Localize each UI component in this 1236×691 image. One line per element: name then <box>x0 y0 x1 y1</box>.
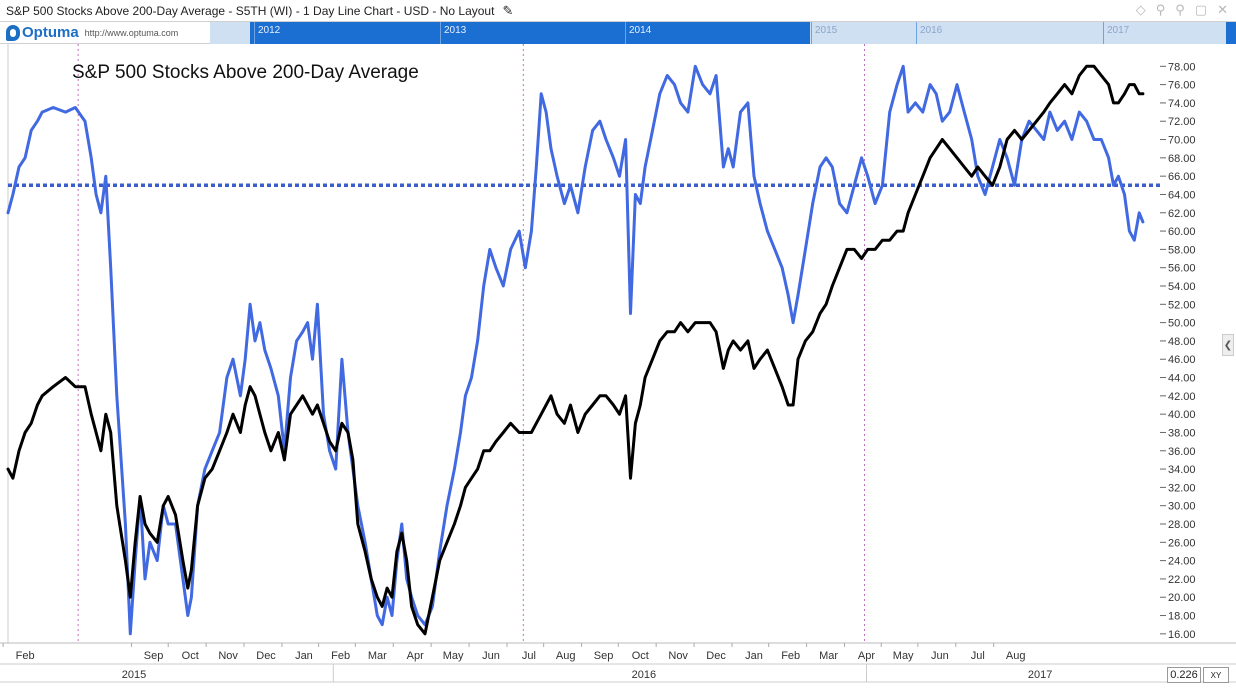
y-tick-label: 76.00 <box>1168 80 1196 92</box>
brand: Optuma http://www.optuma.com <box>0 22 210 44</box>
y-tick-label: 42.00 <box>1168 391 1196 403</box>
y-tick-label: 56.00 <box>1168 263 1196 275</box>
x-year-label: 2017 <box>1028 669 1052 681</box>
x-tick-label: Feb <box>331 650 350 662</box>
line-chart[interactable]: 16.00 18.00 20.00 22.00 24.00 26.00 28.00 30.00… <box>0 44 1236 691</box>
y-tick-label: 60.00 <box>1168 226 1196 238</box>
x-tick-label: Aug <box>556 650 576 662</box>
navigator-tick <box>254 22 255 44</box>
y-tick-label: 48.00 <box>1168 336 1196 348</box>
x-tick-label: Feb <box>781 650 800 662</box>
navigator-year: 2017 <box>1107 25 1130 36</box>
y-tick-label: 46.00 <box>1168 354 1196 366</box>
y-tick-label: 72.00 <box>1168 116 1196 128</box>
window-title: S&P 500 Stocks Above 200-Day Average - S… <box>6 3 495 18</box>
y-tick-label: 50.00 <box>1168 318 1196 330</box>
y-tick-label: 26.00 <box>1168 537 1196 549</box>
x-tick-label: Aug <box>1006 650 1026 662</box>
y-tick-label: 52.00 <box>1168 299 1196 311</box>
navigator-strip: Optuma http://www.optuma.com 2012 2013 2… <box>0 22 1236 44</box>
y-tick-label: 66.00 <box>1168 171 1196 183</box>
x-tick-label: Jan <box>295 650 313 662</box>
y-tick-label: 70.00 <box>1168 135 1196 147</box>
navigator-history-shade <box>210 22 250 44</box>
x-tick-label: Dec <box>256 650 276 662</box>
navigator-year: 2015 <box>815 25 838 36</box>
chart-background <box>0 44 1236 691</box>
x-tick-label: Sep <box>594 650 614 662</box>
y-tick-label: 28.00 <box>1168 519 1196 531</box>
navigator-year: 2016 <box>920 25 943 36</box>
y-tick-label: 32.00 <box>1168 482 1196 494</box>
navigator-tick <box>625 22 626 44</box>
navigator-year: 2013 <box>444 25 467 36</box>
window-titlebar: S&P 500 Stocks Above 200-Day Average - S… <box>0 0 1236 22</box>
navigator-year: 2012 <box>258 25 281 36</box>
xy-button[interactable]: XY <box>1203 667 1229 683</box>
navigator-tick <box>440 22 441 44</box>
x-tick-label: Nov <box>668 650 688 662</box>
y-tick-label: 30.00 <box>1168 501 1196 513</box>
x-tick-label: May <box>443 650 464 662</box>
navigator-tick <box>916 22 917 44</box>
x-tick-label: Apr <box>407 650 424 662</box>
y-tick-label: 64.00 <box>1168 189 1196 201</box>
series-group <box>6 64 1145 636</box>
pencil-icon[interactable]: ✎ <box>502 2 514 18</box>
y-tick-label: 20.00 <box>1168 592 1196 604</box>
pin-icon[interactable]: ⚲ <box>1155 2 1166 17</box>
series-line-black[interactable] <box>6 64 1145 636</box>
y-tick-label: 44.00 <box>1168 373 1196 385</box>
window-tools: ◇ ⚲ ⚲ ▢ ✕ <box>1136 2 1228 18</box>
navigator-tick <box>811 22 812 44</box>
navigator-year: 2014 <box>629 25 652 36</box>
pin-alt-icon[interactable]: ⚲ <box>1175 2 1185 17</box>
document-icon[interactable]: ▢ <box>1194 2 1208 17</box>
y-tick-label: 24.00 <box>1168 556 1196 568</box>
x-tick-label: Sep <box>144 650 164 662</box>
time-navigator[interactable]: 2012 2013 2014 2015 2016 2017 <box>210 22 1236 44</box>
optuma-logo-icon <box>6 24 20 41</box>
x-tick-label: Feb <box>16 650 35 662</box>
scale-value[interactable]: 0.226 <box>1167 667 1201 683</box>
y-tick-label: 74.00 <box>1168 98 1196 110</box>
chevron-left-icon[interactable]: ❮ <box>1222 334 1234 356</box>
y-axis: 16.00 18.00 20.00 22.00 24.00 26.00 28.00 30.00… <box>1160 61 1196 641</box>
close-icon[interactable]: ✕ <box>1217 2 1228 17</box>
x-tick-label: Dec <box>706 650 726 662</box>
y-tick-label: 36.00 <box>1168 446 1196 458</box>
y-tick-label: 22.00 <box>1168 574 1196 586</box>
y-tick-label: 38.00 <box>1168 427 1196 439</box>
y-tick-label: 58.00 <box>1168 244 1196 256</box>
chart-title: S&P 500 Stocks Above 200-Day Average <box>72 62 419 83</box>
diamond-icon[interactable]: ◇ <box>1135 2 1146 17</box>
x-tick-label: Apr <box>858 650 875 662</box>
x-tick-label: Mar <box>368 650 387 662</box>
y-tick-label: 68.00 <box>1168 153 1196 165</box>
navigator-tick <box>1103 22 1104 44</box>
x-tick-label: Oct <box>632 650 649 662</box>
x-year-label: 2016 <box>632 669 656 681</box>
navigator-selection-shade[interactable] <box>810 22 1226 44</box>
y-tick-label: 34.00 <box>1168 464 1196 476</box>
brand-url[interactable]: http://www.optuma.com <box>84 27 179 38</box>
y-tick-label: 54.00 <box>1168 281 1196 293</box>
x-tick-label: May <box>893 650 914 662</box>
x-axis: Feb Sep Oct Nov Dec Jan Feb Mar Apr May Jun Jul Aug S… <box>2 643 1052 682</box>
y-tick-label: 40.00 <box>1168 409 1196 421</box>
x-tick-label: Jun <box>482 650 500 662</box>
y-tick-label: 16.00 <box>1168 629 1196 641</box>
brand-name: Optuma <box>22 24 79 41</box>
x-tick-label: Jun <box>931 650 949 662</box>
y-tick-label: 62.00 <box>1168 208 1196 220</box>
x-tick-label: Jan <box>745 650 763 662</box>
x-year-label: 2015 <box>122 669 146 681</box>
x-tick-label: Jul <box>522 650 536 662</box>
y-tick-label: 78.00 <box>1168 61 1196 73</box>
y-tick-label: 18.00 <box>1168 611 1196 623</box>
x-tick-label: Nov <box>218 650 238 662</box>
x-tick-label: Mar <box>819 650 838 662</box>
x-tick-label: Jul <box>971 650 985 662</box>
x-tick-label: Oct <box>182 650 199 662</box>
